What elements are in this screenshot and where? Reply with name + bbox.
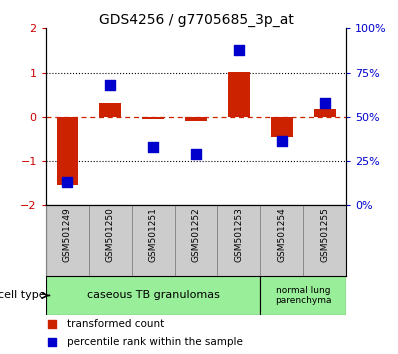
Text: normal lung
parenchyma: normal lung parenchyma	[275, 286, 332, 305]
Bar	[314, 109, 336, 117]
Point	[248, 250, 254, 255]
Text: GSM501254: GSM501254	[277, 207, 287, 262]
Text: cell type: cell type	[0, 291, 46, 301]
Bar	[46, 276, 260, 315]
Text: caseous TB granulomas: caseous TB granulomas	[87, 291, 220, 301]
Text: GSM501250: GSM501250	[105, 207, 115, 262]
Bar	[228, 72, 250, 117]
Point	[322, 100, 328, 105]
Point	[107, 82, 113, 88]
Point	[64, 179, 70, 185]
Bar	[271, 117, 293, 137]
Text: GSM501249: GSM501249	[63, 207, 72, 262]
Bar	[185, 117, 207, 121]
Text: percentile rank within the sample: percentile rank within the sample	[67, 337, 243, 347]
Text: transformed count: transformed count	[67, 319, 164, 329]
Bar	[57, 117, 78, 185]
Text: GSM501252: GSM501252	[191, 207, 201, 262]
Title: GDS4256 / g7705685_3p_at: GDS4256 / g7705685_3p_at	[99, 13, 293, 27]
Bar	[260, 276, 346, 315]
Point	[236, 47, 242, 52]
Text: GSM501251: GSM501251	[148, 207, 158, 262]
Point	[193, 151, 199, 157]
Text: GSM501255: GSM501255	[320, 207, 329, 262]
Point	[150, 144, 156, 150]
Bar	[100, 103, 121, 117]
Bar	[142, 117, 164, 119]
Text: GSM501253: GSM501253	[234, 207, 244, 262]
Point	[279, 139, 285, 144]
Point	[248, 89, 254, 95]
